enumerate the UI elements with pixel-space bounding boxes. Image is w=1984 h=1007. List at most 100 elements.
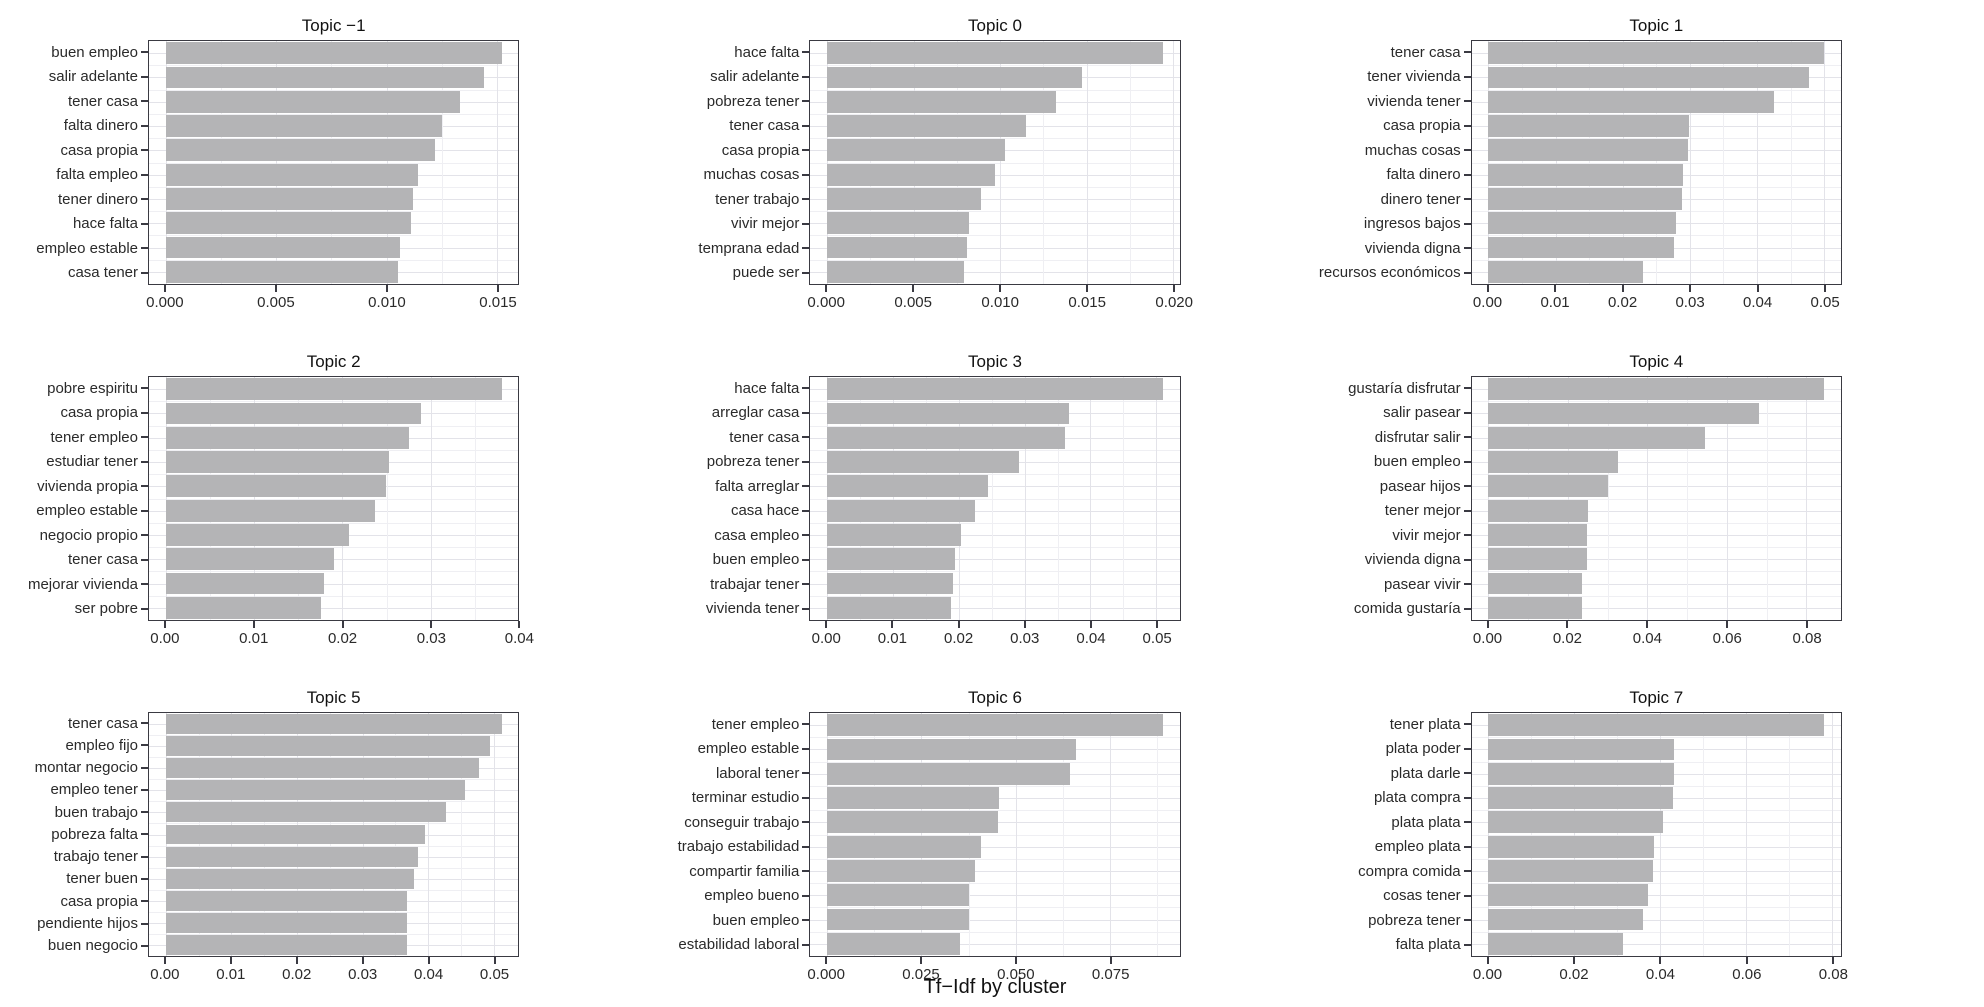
x-tick-label: 0.020 <box>1155 294 1193 311</box>
bar <box>827 884 969 907</box>
bar <box>165 780 465 801</box>
gridline-horizontal-major <box>810 510 1180 512</box>
gridline-horizontal-minor <box>810 931 1180 933</box>
x-tick-mark <box>1824 285 1827 292</box>
y-tick-mark <box>1463 247 1471 250</box>
x-tick-mark <box>957 621 960 628</box>
x-tick-label: 0.050 <box>997 966 1035 983</box>
y-axis-row: tener empleo <box>661 712 810 737</box>
x-tick-mark <box>1156 621 1159 628</box>
y-axis-label: casa empleo <box>714 526 800 544</box>
gridline-horizontal-minor <box>810 259 1180 261</box>
gridline-vertical-major <box>892 377 894 620</box>
y-axis-label: empleo tener <box>50 781 138 799</box>
bar <box>1488 762 1674 785</box>
gridline-horizontal-major <box>149 607 519 609</box>
x-tick-label: 0.015 <box>479 294 517 311</box>
x-tick-mark <box>385 285 388 292</box>
y-axis-row: mejorar vivienda <box>0 572 148 597</box>
gridline-horizontal-minor <box>149 779 519 781</box>
gridline-horizontal-minor <box>149 933 519 935</box>
x-axis: 0.000 0.005 0.010 0.015 0.020 <box>807 285 1193 313</box>
x-tick-label: 0.010 <box>368 294 406 311</box>
panel-topic-neg1: Topic −1 buen empleo salir adelante tener c… <box>0 0 661 336</box>
y-axis: tener casa tener vivienda vivienda tener ca… <box>1319 40 1471 285</box>
bar <box>165 378 502 401</box>
x-tick-label: 0.00 <box>1472 294 1503 311</box>
y-axis-row: compra comida <box>1323 859 1471 884</box>
y-tick-mark <box>1463 411 1471 414</box>
bar <box>165 935 408 955</box>
gridline-vertical-minor <box>209 377 211 620</box>
y-tick-mark <box>141 509 148 512</box>
x-tick-mark <box>430 621 433 628</box>
y-axis-row: vivienda tener <box>1323 89 1471 114</box>
chart-body: hace falta salir adelante pobreza tener ten… <box>661 40 1181 286</box>
x-tick-label: 0.000 <box>807 966 845 983</box>
bar <box>1488 811 1663 834</box>
y-axis-label: cosas tener <box>1383 887 1461 905</box>
gridline-horizontal-minor <box>149 259 519 261</box>
gridline-horizontal-major <box>810 559 1180 561</box>
chart-title: Topic 5 <box>306 688 361 707</box>
y-axis-row: tener trabajo <box>661 187 810 212</box>
x-tick-mark <box>1014 957 1017 964</box>
y-axis-row: puede ser <box>661 261 810 286</box>
y-axis-row: tener empleo <box>0 425 148 450</box>
x-tick-mark <box>497 285 499 292</box>
bar <box>1488 475 1609 498</box>
y-axis-label: laboral tener <box>715 764 800 782</box>
gridline-horizontal-major <box>810 943 1180 945</box>
y-axis-label: falta plata <box>1395 936 1461 954</box>
chart-body: tener casa tener vivienda vivienda tener ca… <box>1319 40 1842 285</box>
y-axis-row: estabilidad laboral <box>661 933 810 958</box>
y-tick-mark <box>802 436 810 439</box>
y-tick-mark <box>802 411 810 414</box>
bar <box>827 572 953 595</box>
y-axis-label: puede ser <box>732 264 800 282</box>
x-tick-label: 0.01 <box>216 966 246 983</box>
gridline-vertical-minor <box>386 377 388 620</box>
x-tick-mark <box>891 621 894 628</box>
y-tick-mark <box>1463 222 1471 225</box>
x-tick-label: 0.000 <box>146 294 184 311</box>
y-axis-label: pasear hijos <box>1379 477 1461 495</box>
y-axis-row: negocio propio <box>0 523 148 548</box>
y-axis-label: pendiente hijos <box>37 915 138 933</box>
x-tick-label: 0.06 <box>1712 630 1742 647</box>
bar <box>165 758 479 779</box>
y-tick-mark <box>141 788 148 791</box>
gridline-vertical-major <box>386 41 388 284</box>
y-axis-row: pasear hijos <box>1323 474 1471 499</box>
x-tick-mark <box>1486 285 1489 292</box>
gridline-horizontal-minor <box>810 834 1180 836</box>
plot-area <box>809 712 1181 957</box>
x-tick-label: 0.06 <box>1732 966 1762 983</box>
y-axis-row: empleo estable <box>661 737 810 762</box>
y-axis-row: casa hace <box>661 499 810 524</box>
bar <box>827 378 1163 401</box>
y-axis-label: muchas cosas <box>1364 141 1461 159</box>
gridline-vertical-minor <box>874 713 876 956</box>
x-tick-label: 0.005 <box>894 294 932 311</box>
x-tick-mark <box>163 957 166 964</box>
panel-topic-4: Topic 4 gustaría disfrutar salir pasear dis… <box>1323 336 1984 672</box>
x-tick-label: 0.04 <box>504 630 534 647</box>
gridline-horizontal-minor <box>810 522 1180 524</box>
y-axis-row: vivienda tener <box>661 597 810 622</box>
bar <box>1488 426 1705 449</box>
x-tick-mark <box>493 957 496 964</box>
y-axis-label: trabajar tener <box>710 575 800 593</box>
x-tick-label: 0.010 <box>981 294 1019 311</box>
gridline-vertical-major <box>518 377 519 620</box>
y-tick-mark <box>802 198 810 201</box>
x-tick-label: 0.03 <box>416 630 446 647</box>
gridline-horizontal-minor <box>810 89 1180 91</box>
y-axis-row: plata darle <box>1323 761 1471 786</box>
y-axis-label: tener empleo <box>50 428 138 446</box>
gridline-vertical-major <box>497 41 499 284</box>
plot-area <box>1470 712 1842 957</box>
x-tick-label: 0.04 <box>1076 630 1106 647</box>
x-tick-label: 0.00 <box>150 966 180 983</box>
gridline-horizontal-minor <box>1471 595 1841 597</box>
